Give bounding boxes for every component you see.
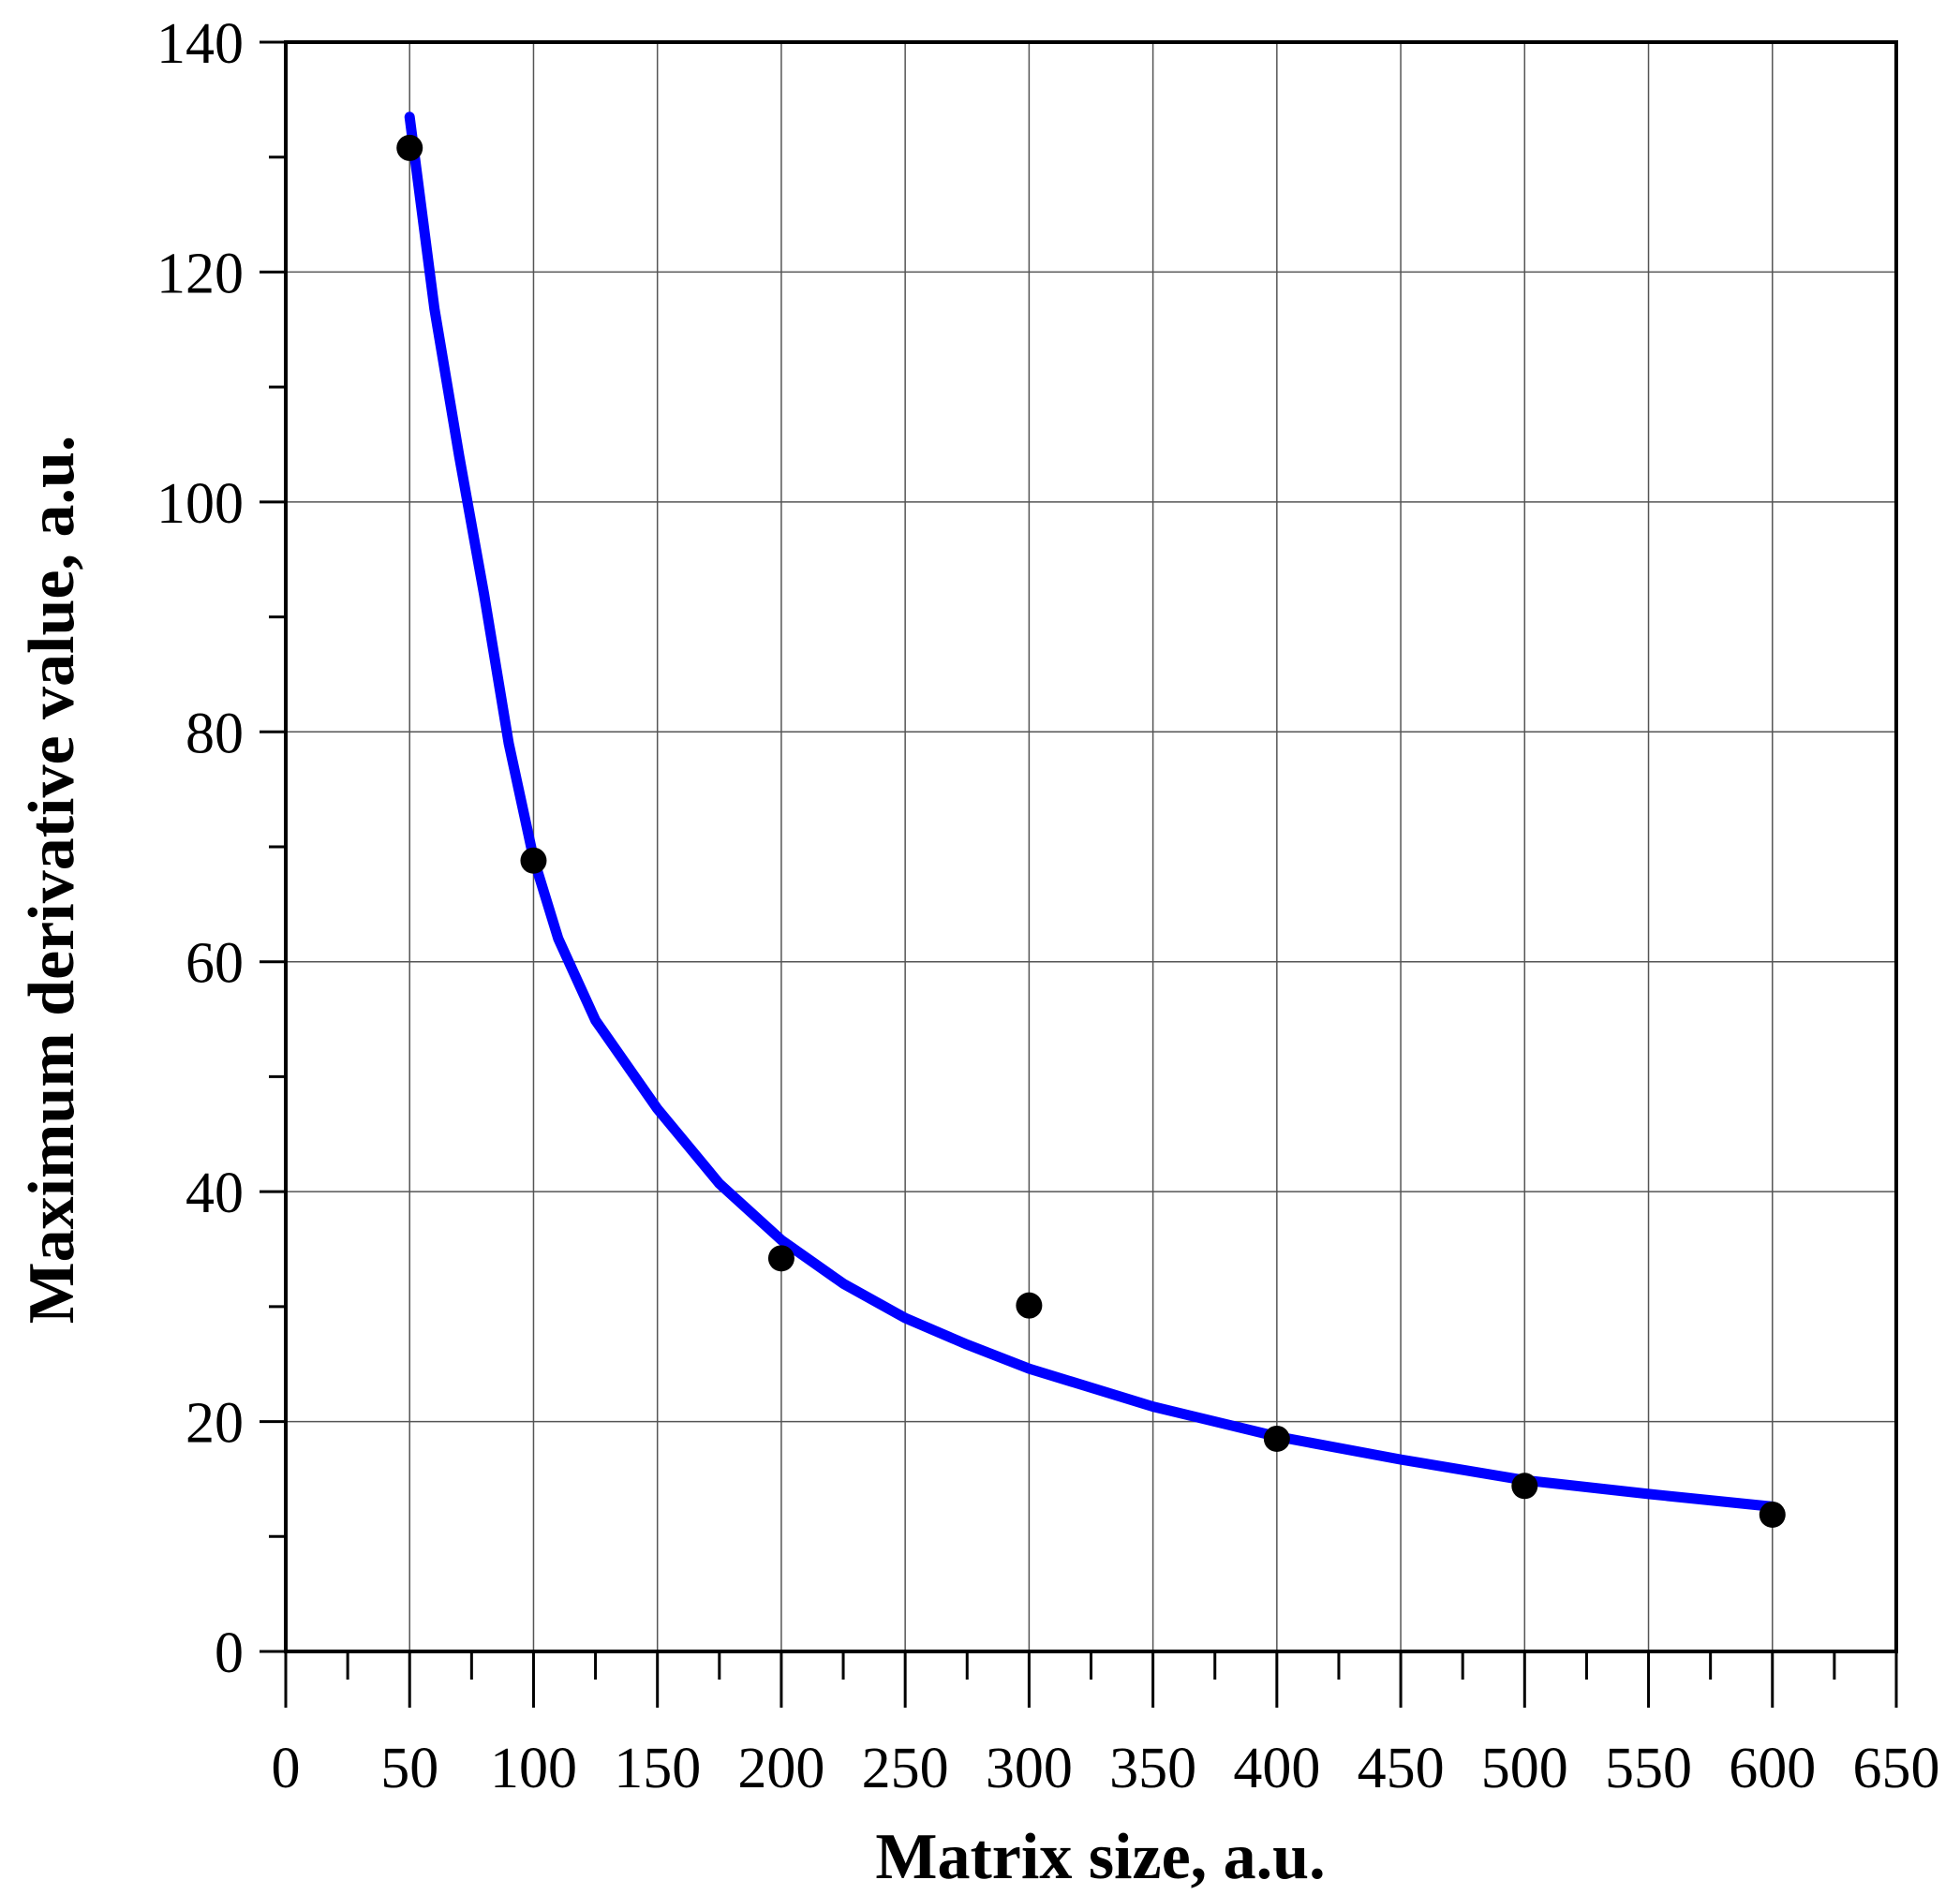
x-tick-label: 450 xyxy=(1358,1737,1445,1800)
data-points xyxy=(396,134,1786,1528)
y-tick-label: 20 xyxy=(186,1392,244,1456)
ticks xyxy=(260,40,1898,1708)
y-tick-label: 140 xyxy=(156,12,244,76)
fit-curve-line xyxy=(404,111,1778,1512)
y-tick-label: 120 xyxy=(156,242,244,305)
x-tick-label: 50 xyxy=(380,1737,438,1800)
x-tick-label: 500 xyxy=(1481,1737,1568,1800)
x-tick-label: 150 xyxy=(614,1737,701,1800)
data-point xyxy=(1511,1473,1538,1500)
grid xyxy=(286,42,1896,1651)
x-tick-label: 550 xyxy=(1605,1737,1692,1800)
x-tick-label: 350 xyxy=(1109,1737,1196,1800)
data-point xyxy=(1263,1425,1290,1452)
fit-curves xyxy=(404,111,1778,1512)
data-point xyxy=(520,847,547,874)
y-tick-label: 60 xyxy=(186,932,244,996)
x-tick-label: 250 xyxy=(862,1737,949,1800)
y-tick-label: 80 xyxy=(186,702,244,765)
x-tick-label: 300 xyxy=(986,1737,1073,1800)
y-tick-label: 0 xyxy=(215,1621,244,1685)
plot-frame xyxy=(284,40,1898,1653)
data-point xyxy=(396,134,423,161)
x-tick-label: 600 xyxy=(1729,1737,1816,1800)
x-axis-title: Matrix size, a.u. xyxy=(875,1821,1325,1893)
x-tick-label: 400 xyxy=(1233,1737,1320,1800)
y-tick-label: 100 xyxy=(156,472,244,536)
x-tick-label: 100 xyxy=(490,1737,577,1800)
x-tick-label: 200 xyxy=(737,1737,824,1800)
data-point xyxy=(1759,1501,1786,1528)
data-point xyxy=(1016,1292,1043,1319)
y-axis-title: Maximum derivative value, a.u. xyxy=(16,436,88,1325)
x-tick-label: 650 xyxy=(1853,1737,1940,1800)
x-tick-label: 0 xyxy=(272,1737,301,1800)
y-tick-label: 40 xyxy=(186,1162,244,1225)
data-point xyxy=(767,1245,794,1272)
tick-labels: 0 50 100 150 200 250 300 350 400 450 500 550 600 650 0… xyxy=(156,12,1940,1800)
